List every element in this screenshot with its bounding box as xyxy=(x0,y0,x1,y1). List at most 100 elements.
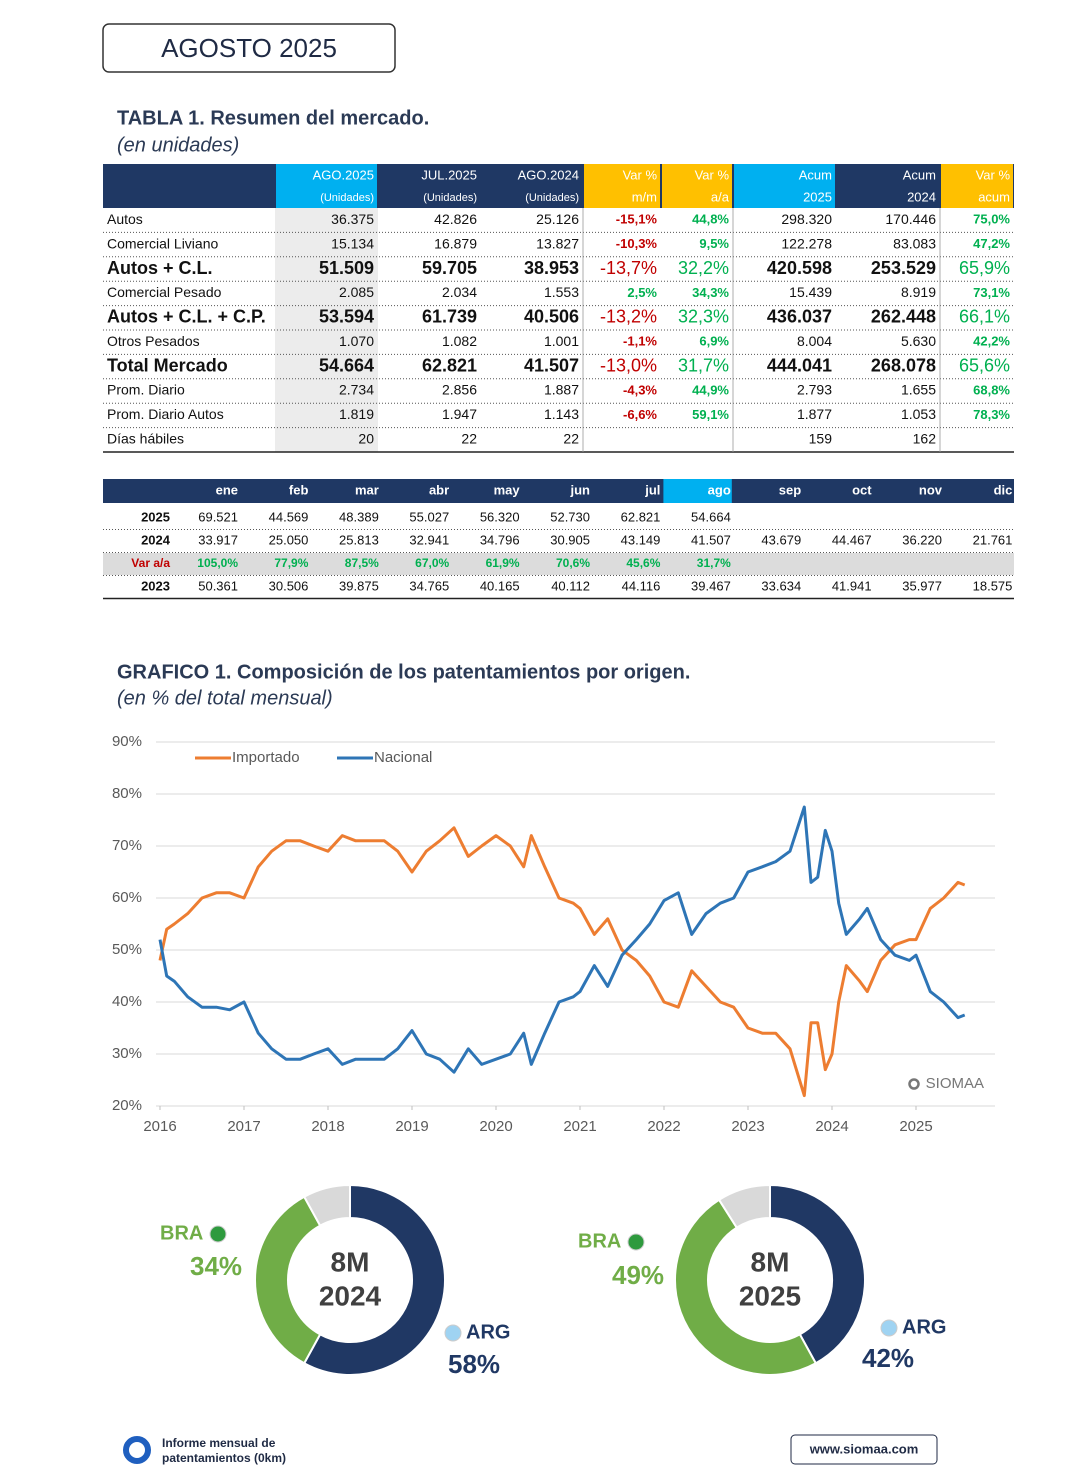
column-header-sub: 2025 xyxy=(803,189,832,204)
table-cell: 22 xyxy=(563,431,579,447)
table-cell: 41.507 xyxy=(524,355,579,375)
table-cell: 42,2% xyxy=(973,334,1010,349)
legend-label: Importado xyxy=(232,749,300,766)
table-cell: 30.506 xyxy=(269,578,309,593)
x-tick-label: 2019 xyxy=(395,1118,428,1135)
y-tick-label: 50% xyxy=(112,941,142,958)
table-cell: 36.220 xyxy=(902,532,942,547)
table-cell: 50.361 xyxy=(198,578,238,593)
column-header-sub: acum xyxy=(978,189,1010,204)
header-cell xyxy=(662,164,732,208)
table-cell: 16.879 xyxy=(434,235,477,251)
table-cell: 32,3% xyxy=(678,307,729,327)
month-header: jul xyxy=(644,482,660,497)
slice-label: ARG xyxy=(466,1321,510,1343)
table-cell: 54.664 xyxy=(691,509,731,524)
flag-icon xyxy=(627,1233,645,1251)
table-cell: 31,7% xyxy=(697,556,731,570)
footer-logo xyxy=(123,1436,151,1464)
table-cell: 67,0% xyxy=(415,556,449,570)
table-cell: 41.507 xyxy=(691,532,731,547)
watermark-icon xyxy=(908,1078,920,1090)
table-cell: -1,1% xyxy=(623,334,657,349)
month-header: abr xyxy=(429,482,449,497)
month-header: ene xyxy=(216,482,238,497)
table-cell: 83.083 xyxy=(893,235,936,251)
column-header: Acum xyxy=(799,167,832,182)
table-cell: 40.165 xyxy=(480,578,520,593)
table-cell: 77,9% xyxy=(274,556,308,570)
table-cell: 59.705 xyxy=(422,258,477,278)
table-cell: 75,0% xyxy=(973,212,1010,227)
donut-center: 8M xyxy=(331,1246,370,1277)
table-cell: 44.569 xyxy=(269,509,309,524)
table-cell: 18.575 xyxy=(973,578,1013,593)
row-label: Prom. Diario Autos xyxy=(107,406,224,422)
table-cell: 420.598 xyxy=(767,258,832,278)
table-cell: 87,5% xyxy=(345,556,379,570)
table-cell: -13,7% xyxy=(600,258,657,278)
table-cell: 43.149 xyxy=(621,532,661,547)
table-cell: 39.467 xyxy=(691,578,731,593)
table-cell: 1.947 xyxy=(442,406,477,422)
slice-value: 58% xyxy=(448,1349,500,1379)
table-cell: 162 xyxy=(913,431,937,447)
y-tick-label: 80% xyxy=(112,785,142,802)
line-series xyxy=(158,805,966,1074)
table-cell: 20 xyxy=(358,431,374,447)
table-cell: 1.001 xyxy=(544,333,579,349)
column-header-sub: 2024 xyxy=(907,189,936,204)
table-cell: 69.521 xyxy=(198,509,238,524)
column-header: AGO.2025 xyxy=(313,167,374,182)
slice-label: BRA xyxy=(578,1230,621,1252)
table-header-bg xyxy=(103,479,1014,503)
table-title: TABLA 1. Resumen del mercado. xyxy=(117,107,429,129)
slice-label: ARG xyxy=(902,1316,946,1338)
table-cell: 47,2% xyxy=(973,236,1010,251)
table-cell: 44.467 xyxy=(832,532,872,547)
row-label: 2024 xyxy=(141,532,171,547)
y-tick-label: 30% xyxy=(112,1045,142,1062)
flag-icon xyxy=(880,1319,898,1337)
table-cell: 1.553 xyxy=(544,284,579,300)
table-header-bg xyxy=(103,164,1014,208)
table-cell: 30.905 xyxy=(550,532,590,547)
table-cell: -4,3% xyxy=(623,382,657,397)
table-cell: 34.765 xyxy=(409,578,449,593)
column-header-sub: (Unidades) xyxy=(525,192,579,204)
row-shade xyxy=(103,553,1014,575)
row-label: Comercial Pesado xyxy=(107,284,222,300)
table-cell: 61.739 xyxy=(422,307,477,327)
y-tick-label: 20% xyxy=(112,1097,142,1114)
table-cell: -15,1% xyxy=(616,212,658,227)
table-cell: 56.320 xyxy=(480,509,520,524)
x-tick-label: 2020 xyxy=(479,1118,512,1135)
table-cell: 298.320 xyxy=(781,211,832,227)
month-header: oct xyxy=(852,482,872,497)
table-cell: 1.053 xyxy=(901,406,936,422)
footer-text: patentamientos (0km) xyxy=(162,1451,286,1465)
month-header: may xyxy=(494,482,521,497)
table-cell: 59,1% xyxy=(692,407,729,422)
table-cell: 1.887 xyxy=(544,382,579,398)
month-header: dic xyxy=(994,482,1013,497)
table-cell: 1.143 xyxy=(544,406,579,422)
table-cell: 61,9% xyxy=(486,556,520,570)
table-cell: 2.034 xyxy=(442,284,477,300)
donut-center: 2024 xyxy=(319,1280,382,1311)
donut-slice xyxy=(302,1183,446,1376)
table-cell: 62.821 xyxy=(422,355,477,375)
table-cell: 105,0% xyxy=(197,556,238,570)
table-cell: 40.506 xyxy=(524,307,579,327)
x-tick-label: 2022 xyxy=(647,1118,680,1135)
donut-slice xyxy=(302,1183,351,1228)
x-tick-label: 2023 xyxy=(731,1118,764,1135)
table-cell: 25.813 xyxy=(339,532,379,547)
row-label: Autos xyxy=(107,211,143,227)
table-cell: 54.664 xyxy=(319,355,374,375)
table-cell: 45,6% xyxy=(626,556,660,570)
table-cell: -6,6% xyxy=(623,407,657,422)
slice-label: BRA xyxy=(160,1222,203,1244)
